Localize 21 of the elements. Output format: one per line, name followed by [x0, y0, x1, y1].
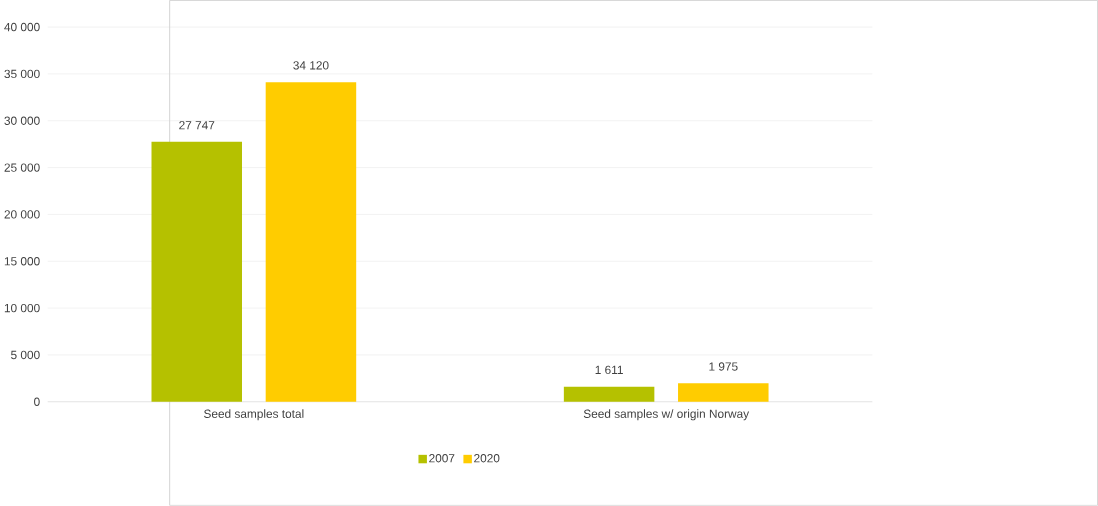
y-tick-label: 0: [34, 397, 40, 407]
data-label: 1 975: [709, 362, 738, 371]
data-label: 27 747: [179, 121, 215, 130]
bar: [265, 82, 357, 402]
data-label: 1 611: [595, 365, 623, 375]
y-tick-label: 15 000: [4, 257, 40, 266]
y-tick-label: 25 000: [4, 163, 40, 172]
bar: [563, 386, 655, 402]
legend-label: 2007: [429, 454, 455, 463]
bar: [678, 383, 769, 402]
y-tick-label: 5 000: [11, 350, 40, 360]
y-tick-label: 30 000: [4, 116, 40, 126]
legend-label: 2020: [474, 454, 500, 463]
y-tick-label: 10 000: [4, 303, 40, 313]
y-tick-label: 35 000: [4, 69, 40, 79]
bar: [151, 141, 243, 402]
x-tick-label: Seed samples w/ origin Norway: [583, 409, 750, 421]
y-tick-label: 40 000: [4, 22, 40, 32]
y-tick-label: 20 000: [4, 210, 40, 219]
data-label: 34 120: [293, 61, 329, 70]
x-tick-label: Seed samples total: [204, 409, 304, 421]
